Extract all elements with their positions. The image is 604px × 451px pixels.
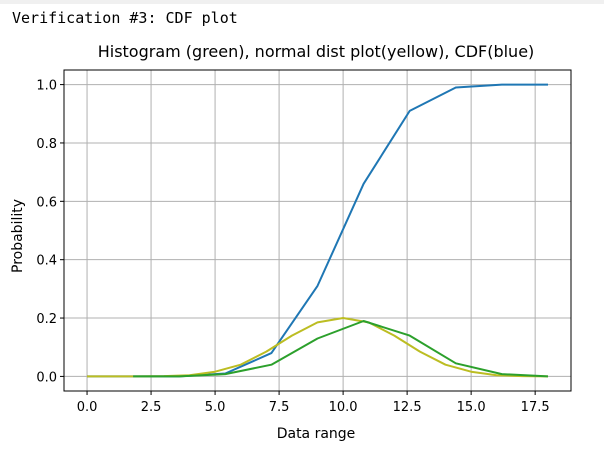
cell-separator	[0, 0, 604, 4]
y-tick-label: 0.0	[36, 370, 57, 385]
x-tick-label: 15.0	[457, 400, 486, 415]
histogram-line-green	[133, 320, 549, 378]
x-tick-label: 5.0	[205, 400, 226, 415]
chart-title: Histogram (green), normal dist plot(yell…	[98, 42, 535, 61]
x-tick-label: 0.0	[77, 400, 98, 415]
series-layer	[87, 83, 549, 378]
y-tick-label: 0.8	[36, 137, 57, 152]
y-tick-label: 1.0	[36, 79, 57, 94]
y-tick-label: 0.6	[36, 195, 57, 210]
y-axis-label: Probability	[10, 199, 26, 273]
x-tick-label: 12.5	[393, 400, 422, 415]
normal-dist-line-yellow	[87, 317, 549, 378]
x-axis-label: Data range	[277, 426, 356, 442]
x-tick-label: 10.0	[329, 400, 358, 415]
y-tick-label: 0.4	[36, 254, 57, 269]
plot-frame	[63, 69, 572, 392]
x-tick-label: 17.5	[521, 400, 550, 415]
chart: Histogram (green), normal dist plot(yell…	[10, 42, 572, 442]
y-tick-label: 0.2	[36, 312, 57, 327]
x-tick-label: 7.5	[269, 400, 290, 415]
grid	[64, 70, 571, 391]
cell-output-text: Verification #3: CDF plot	[12, 9, 238, 27]
x-tick-label: 2.5	[141, 400, 162, 415]
cdf-line-blue	[87, 83, 548, 378]
ticks: 0.0 2.5 5.0 7.5 10.0 12.5 15.0 17.5 0.0 0.2 0.4 0.6…	[36, 79, 549, 415]
